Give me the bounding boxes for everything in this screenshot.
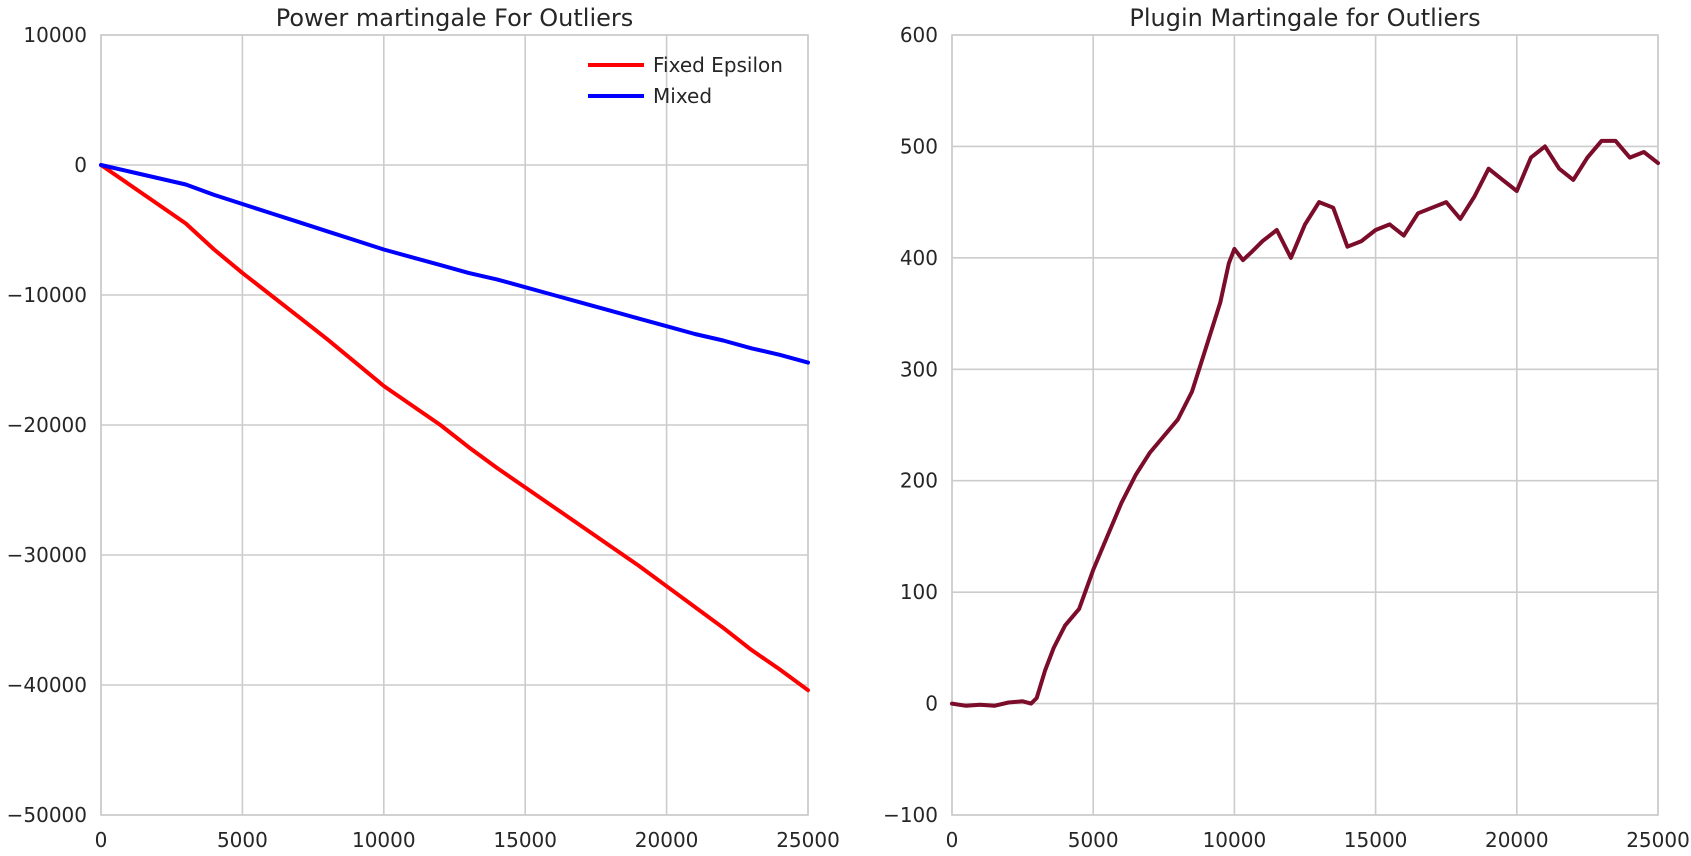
x-tick-label: 25000 (776, 828, 840, 852)
y-tick-label: −10000 (7, 283, 87, 307)
plot-frame (100, 34, 809, 816)
x-tick-label: 0 (95, 828, 108, 852)
y-tick-labels: 10000 0 −10000 −20000 −30000 −40000 −50000 (7, 23, 87, 827)
y-tick-label: −100 (883, 803, 938, 827)
y-tick-label: 0 (74, 153, 87, 177)
y-tick-label: 0 (925, 692, 938, 716)
x-tick-label: 0 (946, 828, 959, 852)
plot-frame (951, 34, 1659, 816)
legend-label-fixed-epsilon: Fixed Epsilon (653, 53, 783, 77)
legend-label-mixed: Mixed (653, 84, 712, 108)
y-tick-label: −30000 (7, 543, 87, 567)
x-tick-label: 20000 (1485, 828, 1549, 852)
y-tick-labels: 600 500 400 300 200 100 0 −100 (883, 23, 938, 827)
x-tick-labels: 0 5000 10000 15000 20000 25000 (946, 828, 1690, 852)
x-tick-label: 25000 (1626, 828, 1690, 852)
grid (100, 34, 809, 816)
y-tick-label: 500 (900, 134, 938, 158)
chart-title: Power martingale For Outliers (276, 4, 634, 32)
series-line-series-0 (950, 138, 1660, 708)
y-tick-label: −40000 (7, 673, 87, 697)
y-tick-label: −50000 (7, 803, 87, 827)
y-tick-label: 200 (900, 469, 938, 493)
power-martingale-chart: 0 5000 10000 15000 20000 25000 10000 0 −10000 −2… (7, 4, 840, 852)
x-tick-label: 10000 (352, 828, 416, 852)
y-tick-label: 600 (900, 23, 938, 47)
x-tick-label: 20000 (635, 828, 699, 852)
grid (951, 34, 1659, 816)
y-tick-label: 300 (900, 357, 938, 381)
series-line-mixed (99, 163, 810, 365)
x-tick-labels: 0 5000 10000 15000 20000 25000 (95, 828, 840, 852)
series-lines (99, 163, 810, 693)
x-tick-label: 15000 (1344, 828, 1408, 852)
x-tick-label: 5000 (217, 828, 268, 852)
y-tick-label: 100 (900, 580, 938, 604)
series-line-fixed-epsilon (99, 163, 810, 693)
x-tick-label: 15000 (493, 828, 557, 852)
y-tick-label: 10000 (23, 23, 87, 47)
series-lines (950, 138, 1660, 708)
x-tick-label: 5000 (1068, 828, 1119, 852)
y-tick-label: 400 (900, 246, 938, 270)
legend: Fixed Epsilon Mixed (588, 53, 783, 108)
chart-title: Plugin Martingale for Outliers (1129, 4, 1480, 32)
y-tick-label: −20000 (7, 413, 87, 437)
plugin-martingale-chart: 0 5000 10000 15000 20000 25000 600 500 400 300 20… (883, 4, 1690, 852)
x-tick-label: 10000 (1203, 828, 1267, 852)
